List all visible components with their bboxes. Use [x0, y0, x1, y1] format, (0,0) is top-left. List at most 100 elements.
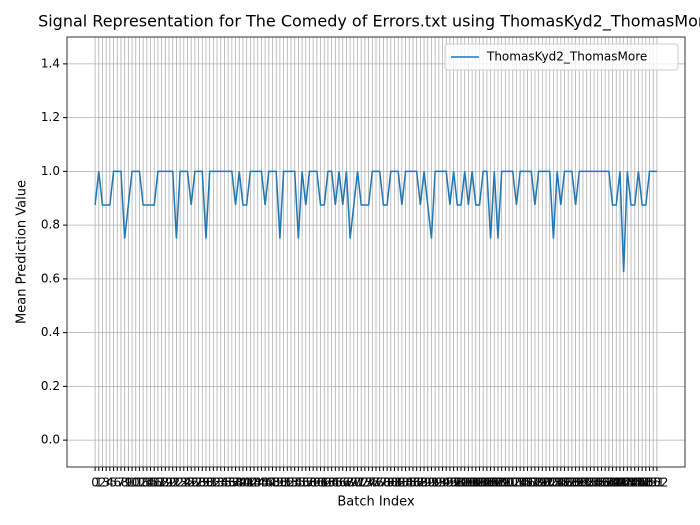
x-tick-label: 49 — [269, 476, 284, 490]
x-tick-label: 20 — [161, 476, 176, 490]
x-tick-label: 141 — [605, 476, 628, 490]
x-tick-label: 28 — [191, 476, 206, 490]
x-tick-label: 92 — [427, 476, 442, 490]
x-tick-label: 88 — [413, 476, 428, 490]
x-tick-label: 91 — [424, 476, 439, 490]
x-tick-label: 98 — [450, 476, 465, 490]
legend-box — [444, 43, 679, 71]
x-tick-label: 93 — [431, 476, 446, 490]
x-tick-label: 85 — [402, 476, 417, 490]
x-tick-label: 131 — [568, 476, 591, 490]
x-tick-label: 27 — [187, 476, 202, 490]
x-tick-label: 58 — [302, 476, 317, 490]
x-tick-label: 48 — [265, 476, 280, 490]
x-tick-label: 19 — [158, 476, 173, 490]
x-tick-label: 150 — [638, 476, 661, 490]
y-tick-label: 0.8 — [41, 218, 60, 232]
legend-label: ThomasKyd2_ThomasMore — [486, 50, 647, 64]
x-tick-label: 44 — [250, 476, 265, 490]
x-tick-label: 34 — [213, 476, 228, 490]
x-tick-label: 39 — [232, 476, 247, 490]
x-tick-label: 73 — [357, 476, 372, 490]
x-tick-label: 76 — [368, 476, 383, 490]
x-tick-label: 8 — [121, 476, 129, 490]
x-tick-label: 140 — [601, 476, 624, 490]
x-tick-label: 25 — [180, 476, 195, 490]
x-tick-label: 55 — [291, 476, 306, 490]
x-tick-label: 21 — [165, 476, 180, 490]
x-tick-label: 24 — [176, 476, 191, 490]
x-tick-label: 143 — [612, 476, 635, 490]
x-tick-label: 47 — [261, 476, 276, 490]
x-tick-label: 113 — [501, 476, 524, 490]
x-tick-label: 119 — [523, 476, 546, 490]
x-tick-label: 7 — [117, 476, 125, 490]
x-tick-label: 50 — [272, 476, 287, 490]
x-tick-label: 125 — [546, 476, 569, 490]
x-tick-label: 11 — [128, 476, 143, 490]
x-tick-label: 61 — [313, 476, 328, 490]
x-tick-label: 17 — [150, 476, 165, 490]
x-tick-label: 99 — [453, 476, 468, 490]
y-tick-label: 0.2 — [41, 379, 60, 393]
x-tick-label: 62 — [317, 476, 332, 490]
x-tick-label: 110 — [490, 476, 513, 490]
x-tick-label: 105 — [472, 476, 495, 490]
x-tick-label: 16 — [147, 476, 162, 490]
x-tick-label: 79 — [379, 476, 394, 490]
line — [94, 170, 657, 273]
x-tick-label: 30 — [198, 476, 213, 490]
x-tick-label: 3 — [102, 476, 110, 490]
chart-title: Signal Representation for The Comedy of … — [38, 12, 700, 32]
x-tick-label: 117 — [516, 476, 539, 490]
x-tick-label: 132 — [572, 476, 595, 490]
x-tick-label: 97 — [446, 476, 461, 490]
x-tick-label: 126 — [549, 476, 572, 490]
x-tick-label: 128 — [557, 476, 580, 490]
x-tick-label: 84 — [398, 476, 413, 490]
x-tick-label: 59 — [306, 476, 321, 490]
x-tick-label: 133 — [575, 476, 598, 490]
x-tick-label: 147 — [627, 476, 650, 490]
x-tick-label: 4 — [106, 476, 114, 490]
x-tick-label: 23 — [172, 476, 187, 490]
x-tick-label: 0 — [91, 476, 99, 490]
x-tick-label: 31 — [202, 476, 217, 490]
x-tick-label: 149 — [634, 476, 657, 490]
x-tick-label: 136 — [586, 476, 609, 490]
x-tick-label: 64 — [324, 476, 339, 490]
x-tick-label: 54 — [287, 476, 302, 490]
x-tick-label: 75 — [365, 476, 380, 490]
x-tick-label: 82 — [391, 476, 406, 490]
x-tick-label: 71 — [350, 476, 365, 490]
x-tick-label: 42 — [243, 476, 258, 490]
x-tick-label: 121 — [531, 476, 554, 490]
x-tick-label: 37 — [224, 476, 239, 490]
x-tick-label: 112 — [498, 476, 521, 490]
x-tick-label: 35 — [217, 476, 232, 490]
x-tick-label: 102 — [461, 476, 484, 490]
x-tick-label: 120 — [527, 476, 550, 490]
x-tick-label: 2 — [99, 476, 107, 490]
x-tick-label: 90 — [420, 476, 435, 490]
x-tick-label: 78 — [376, 476, 391, 490]
x-tick-label: 26 — [184, 476, 199, 490]
x-tick-label: 53 — [283, 476, 298, 490]
x-tick-label: 29 — [195, 476, 210, 490]
x-tick-label: 67 — [335, 476, 350, 490]
x-tick-label: 43 — [246, 476, 261, 490]
x-tick-label: 89 — [416, 476, 431, 490]
y-tick-label: 1.4 — [41, 56, 60, 70]
x-tick-label: 103 — [464, 476, 487, 490]
x-tick-label: 129 — [560, 476, 583, 490]
x-tick-label: 77 — [372, 476, 387, 490]
x-tick-label: 65 — [328, 476, 343, 490]
x-tick-label: 114 — [505, 476, 528, 490]
x-tick-label: 151 — [642, 476, 665, 490]
x-tick-label: 5 — [110, 476, 118, 490]
x-tick-label: 52 — [280, 476, 295, 490]
y-tick-label: 0.0 — [41, 433, 60, 447]
x-tick-label: 33 — [209, 476, 224, 490]
